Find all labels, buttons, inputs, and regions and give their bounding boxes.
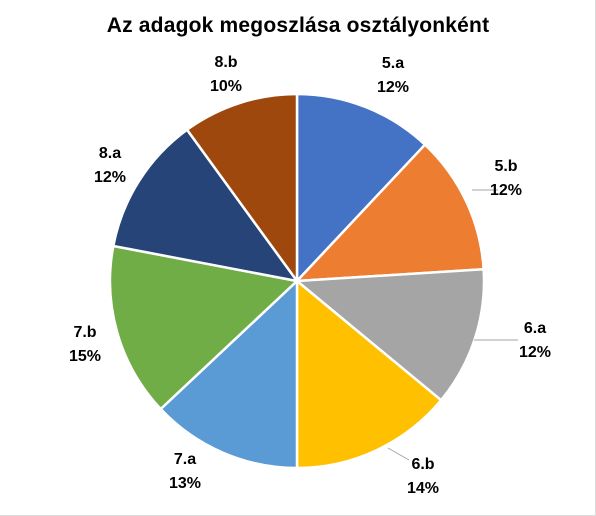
data-label-value-8.a: 12%: [94, 169, 126, 186]
data-label-value-5.a: 12%: [377, 79, 409, 96]
pie-slice-6.b: [295, 279, 443, 470]
pie-slice-7.b: [108, 244, 299, 411]
pie-slice-8.a: [112, 128, 299, 283]
pie-slice-7.a: [159, 279, 299, 470]
data-label-category-7.a: 7.a: [174, 451, 196, 468]
data-label-value-8.b: 10%: [210, 78, 242, 95]
data-label-category-6.a: 6.a: [524, 320, 546, 337]
chart-title: Az adagok megoszlása osztályonként: [106, 14, 490, 37]
data-label-category-5.a: 5.a: [382, 55, 404, 72]
data-label-value-7.a: 13%: [169, 475, 201, 492]
data-label-category-5.b: 5.b: [494, 158, 517, 175]
data-label-category-8.a: 8.a: [99, 145, 121, 162]
data-label-category-6.b: 6.b: [411, 456, 434, 473]
data-labels: 5.a 12% 5.b 12% 6.a 12% 6.b 14% 7.a 13% 7.b 15% 8.a 1…: [69, 54, 551, 497]
data-label-category-7.b: 7.b: [73, 324, 96, 341]
data-label-value-6.b: 14%: [407, 480, 439, 497]
data-label-value-5.b: 12%: [490, 182, 522, 199]
leader-line-6.b: [387, 447, 410, 461]
pie-slice-5.b: [295, 143, 485, 283]
pie-slice-5.a: [295, 92, 427, 283]
pie-slices: [108, 92, 486, 470]
data-label-value-6.a: 12%: [519, 344, 551, 361]
leader-lines: [387, 189, 518, 461]
data-label-category-8.b: 8.b: [214, 54, 237, 71]
pie-slice-6.a: [295, 268, 486, 402]
pie-slice-8.b: [185, 92, 299, 283]
data-label-value-7.b: 15%: [69, 348, 101, 365]
